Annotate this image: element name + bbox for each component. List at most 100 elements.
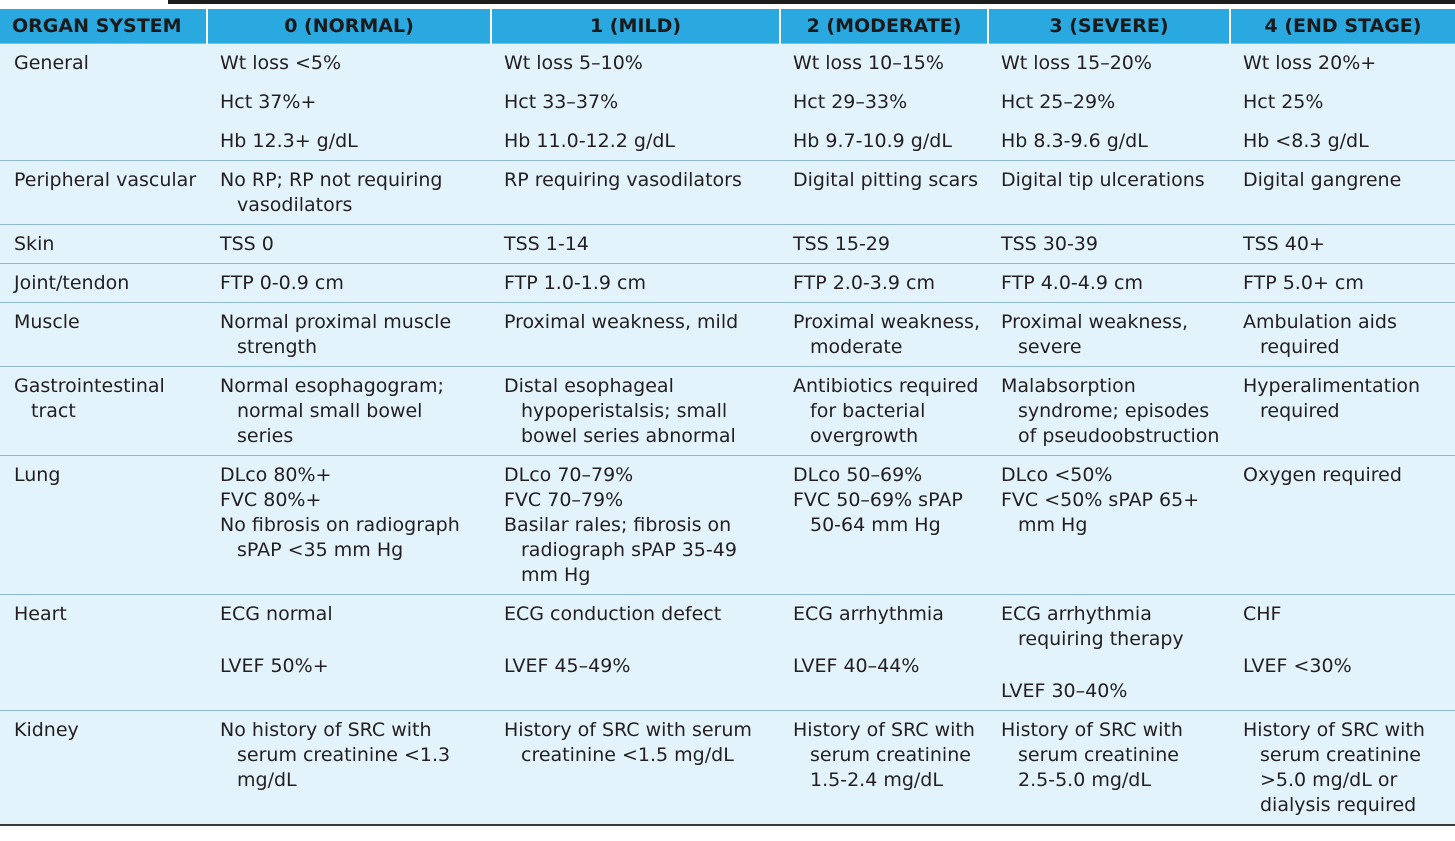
grade-3-cell: DLco <50% FVC <50% sPAP 65+ mm Hg bbox=[988, 455, 1230, 595]
grade-0-cell: ECG normal LVEF 50%+ bbox=[207, 594, 491, 711]
cell-text: DLco <50% bbox=[1001, 464, 1113, 486]
cell-text: Oxygen required bbox=[1243, 464, 1402, 486]
organ-system-cell: Skin bbox=[0, 224, 207, 264]
table-row: General Wt loss <5% Hct 37%+ Hb 12.3+ g/dL W… bbox=[0, 43, 1455, 161]
table-row: Peripheral vascular No RP; RP not requiri… bbox=[0, 160, 1455, 225]
grade-1-cell: TSS 1-14 bbox=[491, 224, 780, 264]
cell-text: Proximal weakness, moderate bbox=[793, 311, 980, 358]
grade-1-cell: History of SRC with serum creatinine <1.… bbox=[491, 710, 780, 824]
cell-text: TSS 15-29 bbox=[793, 233, 890, 255]
organ-system-cell: Gastrointestinal tract bbox=[0, 366, 207, 456]
grade-0-cell: No history of SRC with serum creatinine … bbox=[207, 710, 491, 824]
cell-text: TSS 0 bbox=[220, 233, 274, 255]
organ-label: Skin bbox=[14, 233, 55, 255]
organ-label: Peripheral vascular bbox=[14, 169, 197, 191]
grade-1-cell: FTP 1.0-1.9 cm bbox=[491, 263, 780, 303]
cell-text: LVEF 40–44% bbox=[793, 655, 920, 677]
grade-2-cell: TSS 15-29 bbox=[780, 224, 988, 264]
bottom-rule bbox=[0, 824, 1455, 826]
grade-0-cell: FTP 0-0.9 cm bbox=[207, 263, 491, 303]
cell-text: DLco 80%+ bbox=[220, 464, 332, 486]
severity-table: ORGAN SYSTEM 0 (NORMAL) 1 (MILD) 2 (MODE… bbox=[0, 9, 1455, 824]
grade-4-cell: History of SRC with serum creatinine >5.… bbox=[1230, 710, 1455, 824]
cell-text: FTP 5.0+ cm bbox=[1243, 272, 1364, 294]
grade-4-cell: Hyperalimentation required bbox=[1230, 366, 1455, 456]
organ-system-cell: Muscle bbox=[0, 302, 207, 367]
cell-text: Hct 37%+ bbox=[220, 91, 317, 113]
grade-2-cell: Digital pitting scars bbox=[780, 160, 988, 225]
cell-text: Normal esophagogram; normal small bowel … bbox=[220, 375, 444, 447]
cell-text: Hb <8.3 g/dL bbox=[1243, 130, 1369, 152]
table-row: Gastrointestinal tract Normal esophagogra… bbox=[0, 366, 1455, 456]
grade-1-cell: Distal esophageal hypoperistalsis; small… bbox=[491, 366, 780, 456]
grade-4-cell: Ambulation aids required bbox=[1230, 302, 1455, 367]
organ-label: Gastrointestinal tract bbox=[14, 375, 165, 422]
cell-text: Hyperalimentation required bbox=[1243, 375, 1421, 422]
cell-text: LVEF 50%+ bbox=[220, 655, 329, 677]
cell-text: Hb 9.7-10.9 g/dL bbox=[793, 130, 952, 152]
grade-2-cell: DLco 50–69% FVC 50–69% sPAP 50-64 mm Hg bbox=[780, 455, 988, 595]
cell-text: FVC <50% sPAP 65+ mm Hg bbox=[1001, 489, 1200, 536]
header-grade-0: 0 (NORMAL) bbox=[207, 9, 492, 44]
cell-text: FTP 1.0-1.9 cm bbox=[504, 272, 646, 294]
cell-text: Hct 33–37% bbox=[504, 91, 619, 113]
cell-text: FTP 4.0-4.9 cm bbox=[1001, 272, 1143, 294]
grade-2-cell: FTP 2.0-3.9 cm bbox=[780, 263, 988, 303]
grade-2-cell: History of SRC with serum creatinine 1.5… bbox=[780, 710, 988, 824]
table-row: Kidney No history of SRC with serum creat… bbox=[0, 710, 1455, 824]
cell-text: TSS 30-39 bbox=[1001, 233, 1098, 255]
grade-3-cell: Wt loss 15–20% Hct 25–29% Hb 8.3-9.6 g/dL bbox=[988, 43, 1230, 161]
organ-label: Lung bbox=[14, 464, 61, 486]
table-row: Lung DLco 80%+ FVC 80%+ No fibrosis on radi… bbox=[0, 455, 1455, 595]
cell-text: No fibrosis on radiograph sPAP <35 mm Hg bbox=[220, 514, 460, 561]
grade-1-cell: DLco 70–79% FVC 70–79% Basilar rales; fibr… bbox=[491, 455, 780, 595]
grade-4-cell: FTP 5.0+ cm bbox=[1230, 263, 1455, 303]
cell-text: CHF bbox=[1243, 603, 1282, 625]
cell-text: ECG arrhythmia bbox=[793, 603, 944, 625]
cell-text: Malabsorption syndrome; episodes of pseu… bbox=[1001, 375, 1220, 447]
cell-text: Hb 8.3-9.6 g/dL bbox=[1001, 130, 1148, 152]
cell-text: FVC 80%+ bbox=[220, 489, 322, 511]
organ-system-cell: Heart bbox=[0, 594, 207, 711]
grade-0-cell: DLco 80%+ FVC 80%+ No fibrosis on radiogra… bbox=[207, 455, 491, 595]
cell-text: No RP; RP not requiring vasodilators bbox=[220, 169, 443, 216]
grade-3-cell: TSS 30-39 bbox=[988, 224, 1230, 264]
cell-text: Wt loss 5–10% bbox=[504, 52, 643, 74]
cell-text: Digital gangrene bbox=[1243, 169, 1402, 191]
grade-4-cell: Oxygen required bbox=[1230, 455, 1455, 595]
cell-text: TSS 1-14 bbox=[504, 233, 589, 255]
grade-3-cell: ECG arrhythmia requiring therapy LVEF 30–… bbox=[988, 594, 1230, 711]
cell-text: LVEF <30% bbox=[1243, 655, 1352, 677]
cell-text: Normal proximal muscle strength bbox=[220, 311, 452, 358]
header-organ-system: ORGAN SYSTEM bbox=[0, 9, 208, 44]
organ-system-cell: Kidney bbox=[0, 710, 207, 824]
grade-4-cell: CHF LVEF <30% bbox=[1230, 594, 1455, 711]
grade-0-cell: Normal esophagogram; normal small bowel … bbox=[207, 366, 491, 456]
cell-text: LVEF 45–49% bbox=[504, 655, 631, 677]
header-grade-2: 2 (MODERATE) bbox=[780, 9, 989, 44]
cell-text: Wt loss 10–15% bbox=[793, 52, 944, 74]
cell-text: Digital tip ulcerations bbox=[1001, 169, 1205, 191]
grade-3-cell: Proximal weakness, severe bbox=[988, 302, 1230, 367]
grade-4-cell: TSS 40+ bbox=[1230, 224, 1455, 264]
cell-text: History of SRC with serum creatinine 1.5… bbox=[793, 719, 975, 791]
table-row: Joint/tendon FTP 0-0.9 cm FTP 1.0-1.9 cm FT… bbox=[0, 263, 1455, 303]
organ-label: General bbox=[14, 52, 89, 74]
organ-system-cell: Lung bbox=[0, 455, 207, 595]
grade-1-cell: Wt loss 5–10% Hct 33–37% Hb 11.0-12.2 g/dL bbox=[491, 43, 780, 161]
cell-text: Ambulation aids required bbox=[1243, 311, 1397, 358]
organ-label: Joint/tendon bbox=[14, 272, 130, 294]
cell-text: Hct 29–33% bbox=[793, 91, 908, 113]
header-grade-1: 1 (MILD) bbox=[491, 9, 781, 44]
grade-2-cell: Wt loss 10–15% Hct 29–33% Hb 9.7-10.9 g/dL bbox=[780, 43, 988, 161]
cell-text: Wt loss <5% bbox=[220, 52, 342, 74]
grade-1-cell: Proximal weakness, mild bbox=[491, 302, 780, 367]
cell-text: LVEF 30–40% bbox=[1001, 680, 1128, 702]
top-rule-bar bbox=[168, 0, 1455, 4]
cell-text: ECG normal bbox=[220, 603, 333, 625]
header-grade-4: 4 (END STAGE) bbox=[1230, 9, 1455, 44]
cell-text: FTP 2.0-3.9 cm bbox=[793, 272, 935, 294]
organ-label: Kidney bbox=[14, 719, 79, 741]
grade-3-cell: Digital tip ulcerations bbox=[988, 160, 1230, 225]
grade-2-cell: Antibiotics required for bacterial overg… bbox=[780, 366, 988, 456]
